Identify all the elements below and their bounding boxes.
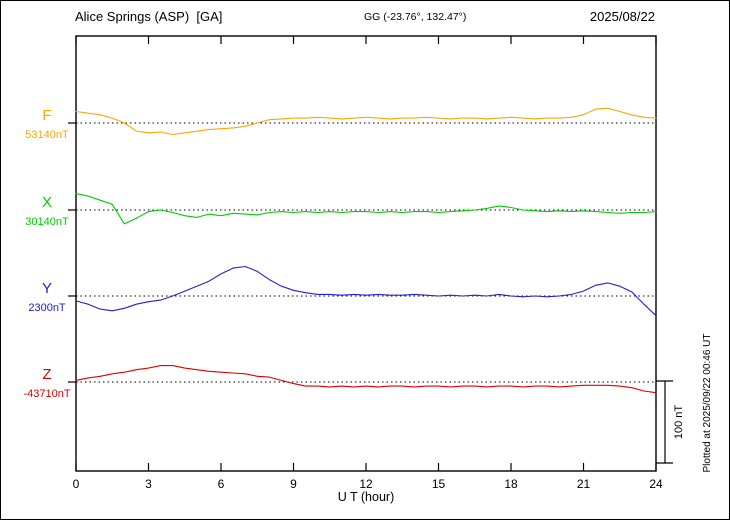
trace-y [75, 265, 657, 317]
series-letter-z: Z [42, 366, 51, 383]
x-tick-label: 6 [218, 477, 225, 491]
x-tick-label: 21 [577, 477, 591, 491]
series-baseline-value-y: 2300nT [28, 302, 66, 314]
scale-bar-label: 100 nT [673, 405, 685, 440]
series-letter-x: X [42, 194, 52, 211]
series-baseline-value-x: 30140nT [25, 216, 69, 228]
trace-x [75, 193, 657, 225]
trace-f [75, 107, 657, 136]
series-baseline-value-z: -43710nT [23, 388, 70, 400]
x-tick-label: 12 [359, 477, 373, 491]
plotted-at-label: Plotted at 2025/09/22 00:46 UT [702, 334, 713, 473]
plot-date: 2025/08/22 [589, 9, 655, 24]
x-tick-label: 0 [73, 477, 80, 491]
series-letter-f: F [42, 107, 51, 124]
geographic-coords: GG (-23.76°, 132.47°) [364, 11, 467, 23]
x-tick-label: 24 [649, 477, 663, 491]
station-title: Alice Springs (ASP) [GA] [75, 9, 223, 24]
series-baseline-value-f: 53140nT [25, 129, 69, 141]
plot-frame [75, 35, 657, 472]
series-letter-y: Y [42, 280, 52, 297]
trace-z [75, 365, 657, 394]
x-tick-label: 3 [145, 477, 152, 491]
x-tick-label: 18 [504, 477, 518, 491]
x-tick-label: 9 [290, 477, 297, 491]
x-axis-label: U T (hour) [337, 490, 395, 504]
x-tick-label: 15 [432, 477, 446, 491]
